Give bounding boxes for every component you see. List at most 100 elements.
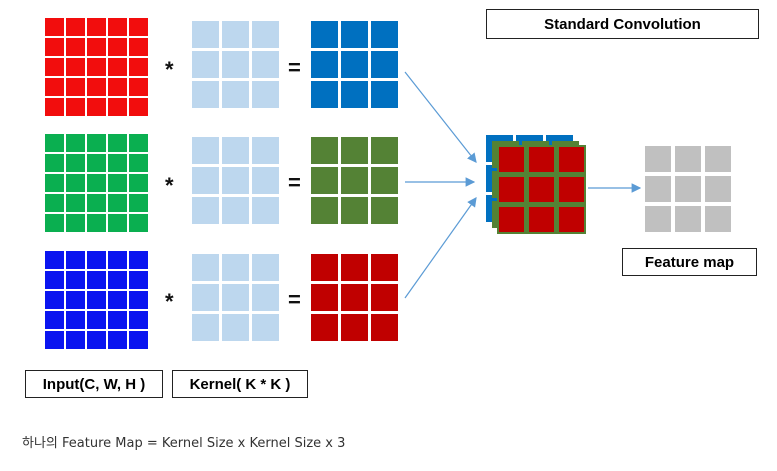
feature-map-cell [675,146,701,172]
input-cell [87,18,106,36]
feature-map-cell [645,176,671,202]
feature-map-cell [705,206,731,232]
input-cell [129,331,148,349]
output-grid-red [311,254,398,341]
output-cell [371,284,398,311]
kernel-cell [252,197,279,224]
output-cell [311,254,338,281]
output-cell [341,21,368,48]
multiply-operator: * [165,173,174,198]
kernel-label: Kernel( K * K ) [189,375,291,393]
input-cell [87,331,106,349]
kernel-cell [192,51,219,78]
output-cell [311,167,338,194]
input-cell [66,291,85,309]
input-cell [66,58,85,76]
input-cell [87,311,106,329]
kernel-grid-1 [192,21,279,108]
kernel-cell [252,167,279,194]
input-cell [108,38,127,56]
input-cell [87,58,106,76]
caption: 하나의 Feature Map = Kernel Size x Kernel S… [22,436,346,451]
kernel-cell [252,284,279,311]
input-cell [87,98,106,116]
input-cell [66,194,85,212]
kernel-cell [192,167,219,194]
output-cell [341,81,368,108]
output-cell [341,284,368,311]
stack-cell [559,147,584,172]
kernel-cell [192,81,219,108]
input-cell [66,251,85,269]
kernel-cell [192,197,219,224]
stack-cell [529,147,554,172]
kernel-grid-3 [192,254,279,341]
input-cell [45,214,64,232]
output-cell [341,167,368,194]
input-cell [108,174,127,192]
kernel-cell [192,314,219,341]
input-cell [108,194,127,212]
input-cell [129,18,148,36]
input-cell [108,271,127,289]
kernel-cell [222,284,249,311]
output-cell [341,137,368,164]
input-cell [108,331,127,349]
input-cell [108,311,127,329]
input-cell [108,291,127,309]
stacked-layer-red [497,145,586,234]
kernel-cell [222,254,249,281]
kernel-cell [252,81,279,108]
input-cell [66,214,85,232]
output-cell [341,314,368,341]
output-grid-blue [311,21,398,108]
input-cell [45,311,64,329]
feature-map-cell [645,206,671,232]
input-grid-green [45,134,148,232]
feature-map-cell [675,176,701,202]
arrow-row3-to-stack [404,197,477,299]
input-cell [108,78,127,96]
input-cell [66,98,85,116]
equals-operator: = [288,55,301,80]
input-cell [87,194,106,212]
output-cell [371,314,398,341]
kernel-grid-2 [192,137,279,224]
feature-map-cell [675,206,701,232]
kernel-cell [192,284,219,311]
input-cell [129,311,148,329]
input-cell [45,291,64,309]
input-cell [129,251,148,269]
input-cell [87,154,106,172]
input-cell [66,154,85,172]
kernel-cell [192,137,219,164]
input-cell [108,58,127,76]
kernel-cell [222,21,249,48]
input-cell [45,98,64,116]
kernel-cell [222,81,249,108]
feature-map-label: Feature map [644,253,735,271]
output-cell [311,314,338,341]
input-cell [66,331,85,349]
output-cell [371,21,398,48]
input-cell [45,78,64,96]
output-cell [341,197,368,224]
input-cell [66,271,85,289]
input-cell [129,214,148,232]
stack-cell [499,207,524,232]
input-cell [66,38,85,56]
input-grid-red [45,18,148,116]
equals-operator: = [288,287,301,312]
input-cell [129,58,148,76]
arrow-row1-to-stack [404,71,477,163]
kernel-cell [222,314,249,341]
input-cell [45,134,64,152]
input-cell [108,134,127,152]
input-cell [45,154,64,172]
input-cell [129,154,148,172]
input-cell [45,251,64,269]
input-label: Input(C, W, H ) [42,375,146,393]
input-cell [129,78,148,96]
input-cell [66,134,85,152]
